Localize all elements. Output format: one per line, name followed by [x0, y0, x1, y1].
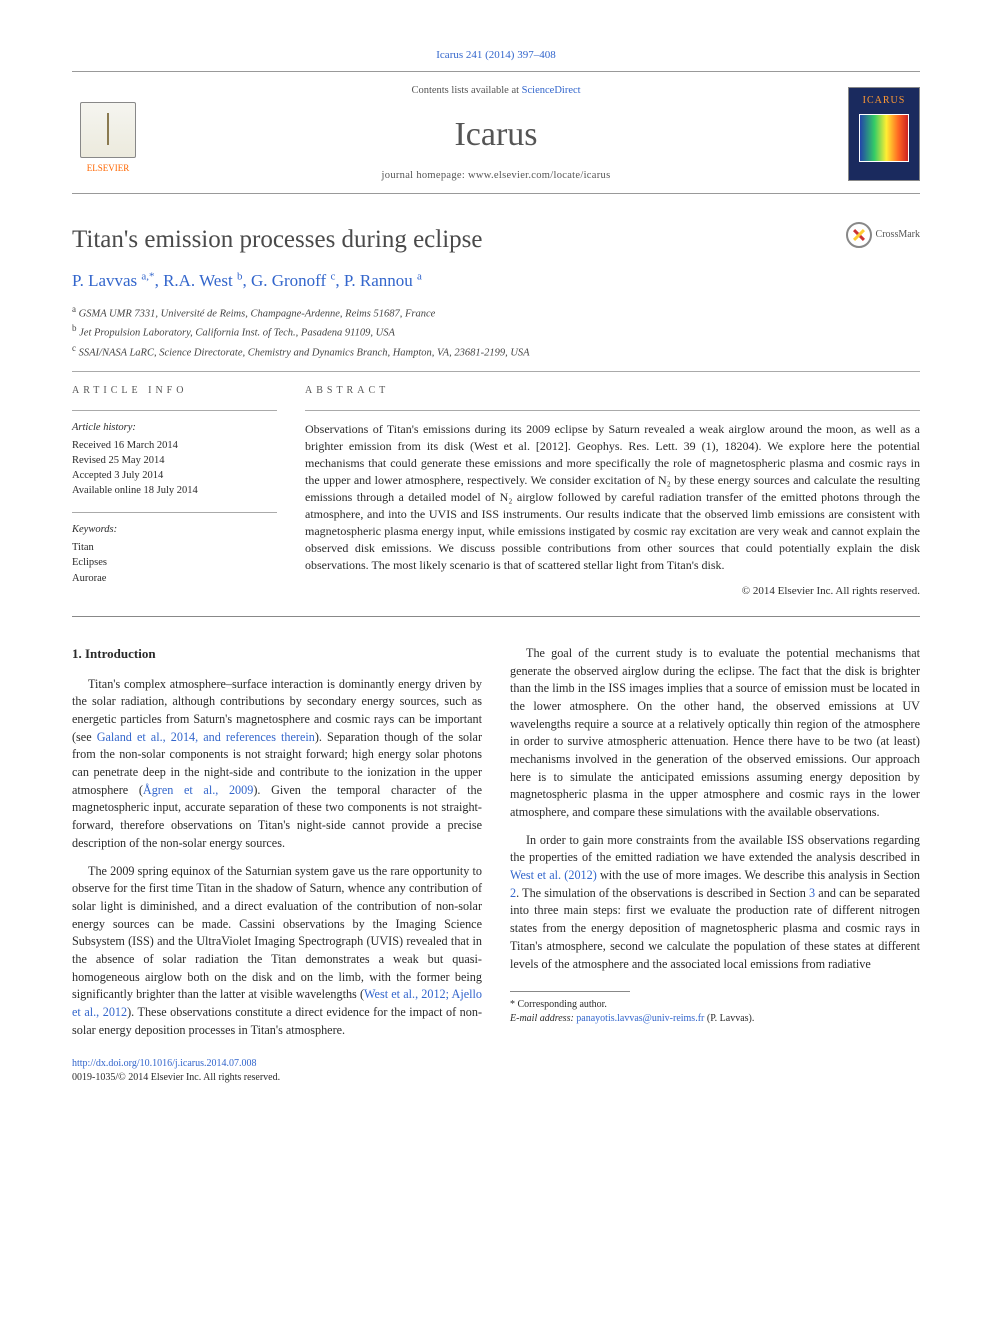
- abstract-head: abstract: [305, 384, 920, 398]
- abstract-copyright: © 2014 Elsevier Inc. All rights reserved…: [305, 584, 920, 599]
- body-text: . The simulation of the observations is …: [516, 886, 809, 900]
- email-line: E-mail address: panayotis.lavvas@univ-re…: [510, 1012, 920, 1026]
- citation-link[interactable]: Ågren et al., 2009: [143, 783, 253, 797]
- author-affiliation-marker: a: [417, 271, 422, 283]
- affiliation-marker: c: [72, 343, 76, 353]
- body-text: The goal of the current study is to eval…: [510, 646, 920, 819]
- affiliation: c SSAI/NASA LaRC, Science Directorate, C…: [72, 342, 920, 361]
- keywords-label: Keywords:: [72, 523, 277, 538]
- body-paragraph: In order to gain more constraints from t…: [510, 832, 920, 974]
- body-text: the latter at visible wavelengths (: [202, 987, 364, 1001]
- cover-image-icon: [859, 114, 909, 162]
- publisher-name: ELSEVIER: [87, 162, 130, 175]
- section-title: Introduction: [85, 646, 156, 661]
- article-title: Titan's emission processes during eclips…: [72, 222, 483, 257]
- sciencedirect-link[interactable]: ScienceDirect: [522, 85, 581, 96]
- journal-header: ELSEVIER Contents lists available at Sci…: [72, 71, 920, 194]
- doi-link[interactable]: http://dx.doi.org/10.1016/j.icarus.2014.…: [72, 1058, 257, 1069]
- journal-cover[interactable]: ICARUS: [848, 87, 920, 181]
- contents-prefix: Contents lists available at: [411, 85, 521, 96]
- divider: [72, 512, 277, 513]
- section-heading: 1. Introduction: [72, 645, 482, 664]
- crossmark-badge[interactable]: CrossMark: [846, 222, 920, 248]
- homepage-url: www.elsevier.com/locate/icarus: [468, 170, 610, 181]
- corresponding-author: * Corresponding author.: [510, 998, 920, 1012]
- divider: [305, 410, 920, 411]
- page-footer: http://dx.doi.org/10.1016/j.icarus.2014.…: [72, 1057, 920, 1085]
- citation-link[interactable]: West et al. (2012): [510, 868, 597, 882]
- author-affiliation-marker: b: [237, 271, 243, 283]
- authors: P. Lavvas a,*, R.A. West b, G. Gronoff c…: [72, 269, 920, 293]
- divider: [72, 410, 277, 411]
- contents-line: Contents lists available at ScienceDirec…: [144, 84, 848, 99]
- history-line: Available online 18 July 2014: [72, 483, 277, 498]
- divider: [72, 616, 920, 617]
- elsevier-logo[interactable]: ELSEVIER: [72, 93, 144, 175]
- affiliation-marker: a: [72, 304, 76, 314]
- body-text: with the use of more images. We describe…: [597, 868, 920, 882]
- author: R.A. West b: [163, 271, 242, 290]
- title-row: Titan's emission processes during eclips…: [72, 222, 920, 257]
- body-paragraph: The goal of the current study is to eval…: [510, 645, 920, 822]
- author: G. Gronoff c: [251, 271, 335, 290]
- issn-line: 0019-1035/© 2014 Elsevier Inc. All right…: [72, 1071, 920, 1085]
- history-line: Received 16 March 2014: [72, 438, 277, 453]
- section-number: 1.: [72, 646, 82, 661]
- email-link[interactable]: panayotis.lavvas@univ-reims.fr: [576, 1013, 704, 1024]
- author-affiliation-marker: a,*: [141, 271, 154, 283]
- email-label: E-mail address:: [510, 1013, 576, 1024]
- affiliation-marker: b: [72, 323, 77, 333]
- footnotes: * Corresponding author. E-mail address: …: [510, 998, 920, 1026]
- article-history: Article history: Received 16 March 2014R…: [72, 421, 277, 499]
- cover-title: ICARUS: [849, 94, 919, 108]
- elsevier-tree-icon: [80, 102, 136, 158]
- homepage-line: journal homepage: www.elsevier.com/locat…: [144, 169, 848, 184]
- article-info-head: article info: [72, 384, 277, 398]
- affiliation: a GSMA UMR 7331, Université de Reims, Ch…: [72, 303, 920, 322]
- email-author: (P. Lavvas).: [704, 1013, 754, 1024]
- keyword: Titan: [72, 540, 277, 555]
- affiliations: a GSMA UMR 7331, Université de Reims, Ch…: [72, 303, 920, 361]
- keyword: Aurorae: [72, 571, 277, 586]
- keyword: Eclipses: [72, 555, 277, 570]
- body-text: ). These observations constitute a direc…: [72, 1005, 482, 1037]
- citation-journal: Icarus: [436, 49, 463, 61]
- header-center: Contents lists available at ScienceDirec…: [144, 84, 848, 183]
- abstract-text: Observations of Titan's emissions during…: [305, 421, 920, 574]
- body-text: In order to gain more constraints from t…: [510, 833, 920, 865]
- journal-name: Icarus: [144, 111, 848, 159]
- citation-link[interactable]: Galand et al., 2014, and references ther…: [97, 730, 315, 744]
- article-info-column: article info Article history: Received 1…: [72, 384, 277, 600]
- info-abstract-row: article info Article history: Received 1…: [72, 384, 920, 600]
- body-text: The 2009 spring equinox of the Saturnian…: [72, 864, 482, 1002]
- keywords-block: Keywords: TitanEclipsesAurorae: [72, 523, 277, 585]
- homepage-label: journal homepage:: [382, 170, 468, 181]
- page: Icarus 241 (2014) 397–408 ELSEVIER Conte…: [0, 0, 992, 1125]
- affiliation: b Jet Propulsion Laboratory, California …: [72, 322, 920, 341]
- body-columns: 1. Introduction Titan's complex atmosphe…: [72, 645, 920, 1040]
- footnote-separator: [510, 991, 630, 992]
- divider: [72, 371, 920, 372]
- body-paragraph: Titan's complex atmosphere–surface inter…: [72, 676, 482, 853]
- crossmark-label: CrossMark: [876, 228, 920, 242]
- citation-link[interactable]: Icarus 241 (2014) 397–408: [436, 49, 555, 61]
- history-line: Accepted 3 July 2014: [72, 468, 277, 483]
- author: P. Lavvas a,*: [72, 271, 155, 290]
- body-paragraph: The 2009 spring equinox of the Saturnian…: [72, 863, 482, 1040]
- author-affiliation-marker: c: [330, 271, 335, 283]
- history-line: Revised 25 May 2014: [72, 453, 277, 468]
- history-label: Article history:: [72, 421, 277, 436]
- crossmark-icon: [846, 222, 872, 248]
- abstract-column: abstract Observations of Titan's emissio…: [305, 384, 920, 600]
- author: P. Rannou a: [344, 271, 422, 290]
- citation-line: Icarus 241 (2014) 397–408: [72, 48, 920, 63]
- citation-volpages: 241 (2014) 397–408: [466, 49, 556, 61]
